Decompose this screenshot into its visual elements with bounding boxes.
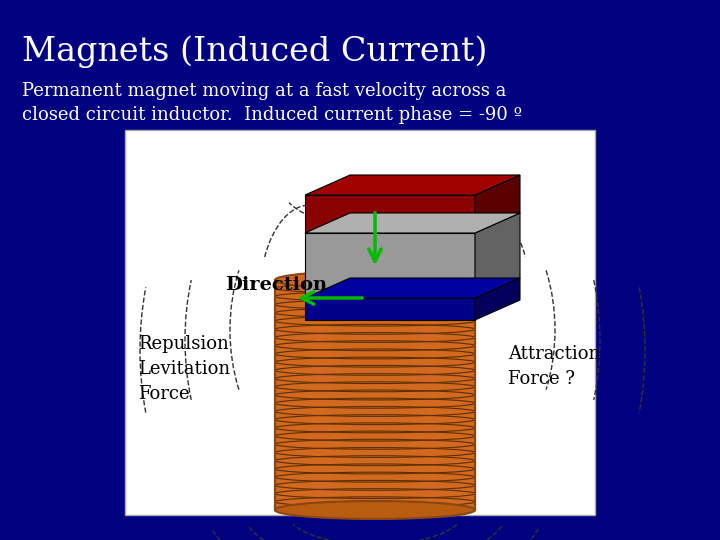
Polygon shape — [475, 175, 520, 233]
Polygon shape — [305, 175, 520, 195]
Text: Repulsion
Levitation
Force: Repulsion Levitation Force — [138, 335, 230, 403]
Text: Magnets (Induced Current): Magnets (Induced Current) — [22, 35, 487, 68]
Polygon shape — [475, 278, 520, 320]
FancyBboxPatch shape — [125, 130, 595, 515]
Ellipse shape — [275, 271, 475, 289]
Ellipse shape — [275, 501, 475, 519]
Polygon shape — [305, 278, 520, 298]
Polygon shape — [305, 195, 475, 233]
Polygon shape — [305, 298, 475, 320]
Polygon shape — [475, 213, 520, 298]
FancyBboxPatch shape — [275, 280, 475, 510]
Text: Direction: Direction — [225, 276, 327, 294]
Text: Attraction
Force ?: Attraction Force ? — [508, 345, 600, 388]
Polygon shape — [305, 213, 520, 233]
Text: Permanent magnet moving at a fast velocity across a
closed circuit inductor.  In: Permanent magnet moving at a fast veloci… — [22, 82, 522, 124]
Polygon shape — [305, 233, 475, 298]
